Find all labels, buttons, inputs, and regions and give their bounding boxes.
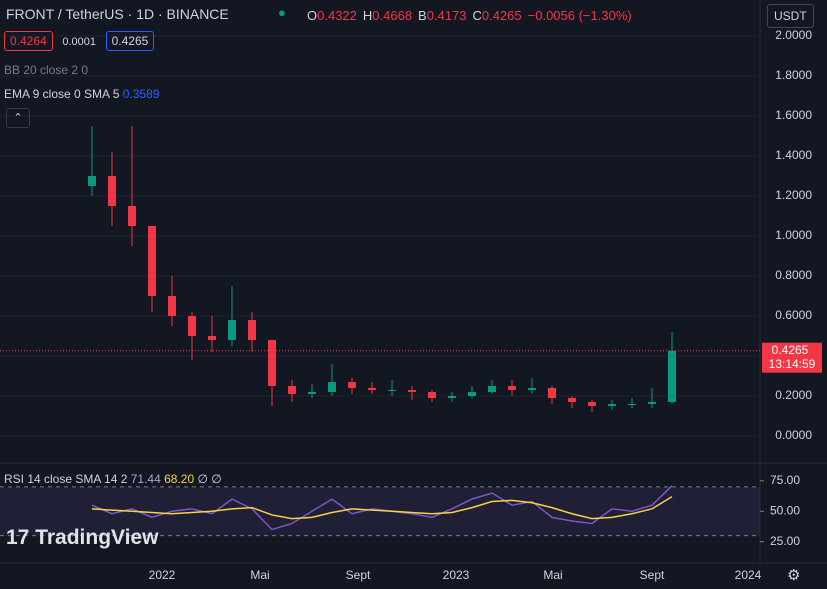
- y-tick-label: 0.8000: [775, 268, 812, 282]
- candle-body: [548, 388, 556, 398]
- candle-body: [168, 296, 176, 316]
- rsi-title: RSI 14 close SMA 14 2: [4, 472, 128, 486]
- candle-body: [668, 350, 676, 402]
- ohlc-label: H: [362, 8, 373, 23]
- candle-body: [508, 386, 516, 390]
- brand-text: TradingView: [35, 526, 159, 549]
- y-tick-label: 1.6000: [775, 108, 812, 122]
- rsi-na: ∅: [211, 472, 222, 486]
- x-tick-label: Sept: [346, 568, 371, 582]
- x-tick-label: 2023: [443, 568, 470, 582]
- y-tick-label: 0.0000: [775, 428, 812, 442]
- candle-body: [228, 320, 236, 340]
- candle-body: [608, 404, 616, 406]
- candle-body: [188, 316, 196, 336]
- settings[interactable]: ⚙: [787, 567, 801, 584]
- order-row: 0.4264 0.0001 0.4265: [4, 31, 155, 51]
- candle-body: [88, 176, 96, 186]
- indicator-name: EMA 9 close 0 SMA 5: [4, 87, 120, 101]
- x-tick-label: 2024: [735, 568, 762, 582]
- y-tick-label: 75.00: [770, 473, 800, 487]
- candle-body: [388, 390, 396, 391]
- rsi-legend: RSI 14 close SMA 14 2 71.44 68.20 ∅ ∅: [4, 472, 222, 486]
- candle-body: [208, 336, 216, 340]
- ohlc-value: 0.4265: [481, 8, 522, 23]
- change: −0.0056 (−1.30%): [527, 8, 632, 23]
- candle-body: [128, 206, 136, 226]
- candle-body: [288, 386, 296, 394]
- y-tick-label: 1.0000: [775, 228, 812, 242]
- countdown: 13:14:59: [769, 357, 816, 371]
- candle-body: [488, 386, 496, 392]
- candle-body: [648, 402, 656, 404]
- symbol[interactable]: FRONT / TetherUS · 1D · BINANCE: [6, 6, 229, 22]
- spread: 0.0001: [62, 36, 96, 48]
- indicator[interactable]: EMA 9 close 0 SMA 5 0.3589: [4, 87, 159, 101]
- candle-body: [528, 388, 536, 390]
- candle-body: [468, 392, 476, 396]
- ohlc-label: C: [472, 8, 482, 23]
- y-tick-label: 1.8000: [775, 68, 812, 82]
- candle-body: [308, 392, 316, 394]
- bid[interactable]: 0.4264: [4, 31, 53, 51]
- currency-select[interactable]: USDT: [767, 4, 814, 28]
- indicator-value: 0.3589: [122, 87, 160, 101]
- y-tick-label: 2.0000: [775, 28, 812, 42]
- ohlc-label: B: [418, 8, 427, 23]
- x-tick-label: Mai: [250, 568, 269, 582]
- last-price-box: [762, 342, 822, 373]
- candle-body: [348, 382, 356, 388]
- candle-body: [108, 176, 116, 206]
- y-tick-label: 1.4000: [775, 148, 812, 162]
- ohlc-value: 0.4668: [372, 8, 413, 23]
- y-tick-label: 1.2000: [775, 188, 812, 202]
- rsi-line: [91, 496, 673, 520]
- candle-body: [588, 402, 596, 406]
- rsi-value: 71.44: [130, 472, 161, 486]
- y-tick-label: 0.6000: [775, 308, 812, 322]
- brand: 17 TradingView: [6, 526, 159, 550]
- candle-body: [268, 340, 276, 386]
- y-tick-label: 50.00: [770, 503, 800, 517]
- status-dot: ●: [278, 5, 286, 20]
- y-tick-label: 0.2000: [775, 388, 812, 402]
- ohlc-row: O0.4322 H0.4668 B0.4173 C0.4265 −0.0056 (−1.…: [307, 8, 632, 23]
- candle-body: [628, 404, 636, 405]
- candle-body: [368, 388, 376, 390]
- rsi-na: ∅: [197, 472, 208, 486]
- candle-body: [428, 392, 436, 398]
- last-price-label: 0.4265: [772, 343, 809, 357]
- y-tick-label: 25.00: [770, 534, 800, 548]
- candle-body: [248, 320, 256, 340]
- x-tick-label: Mai: [543, 568, 562, 582]
- collapse-button[interactable]: ⌃: [6, 108, 30, 128]
- candle-body: [408, 390, 416, 392]
- candle-body: [568, 398, 576, 402]
- candle-body: [448, 396, 456, 398]
- indicator[interactable]: BB 20 close 2 0: [4, 63, 89, 77]
- rsi-sma: 68.20: [164, 472, 195, 486]
- candle-body: [148, 226, 156, 296]
- x-tick-label: 2022: [149, 568, 176, 582]
- brand-logo: 17: [6, 526, 36, 549]
- x-tick-label: Sept: [640, 568, 665, 582]
- ohlc-label: O: [307, 8, 318, 23]
- ohlc-value: 0.4173: [426, 8, 467, 23]
- ohlc-value: 0.4322: [317, 8, 357, 23]
- candle-body: [328, 382, 336, 392]
- ask[interactable]: 0.4265: [105, 31, 155, 51]
